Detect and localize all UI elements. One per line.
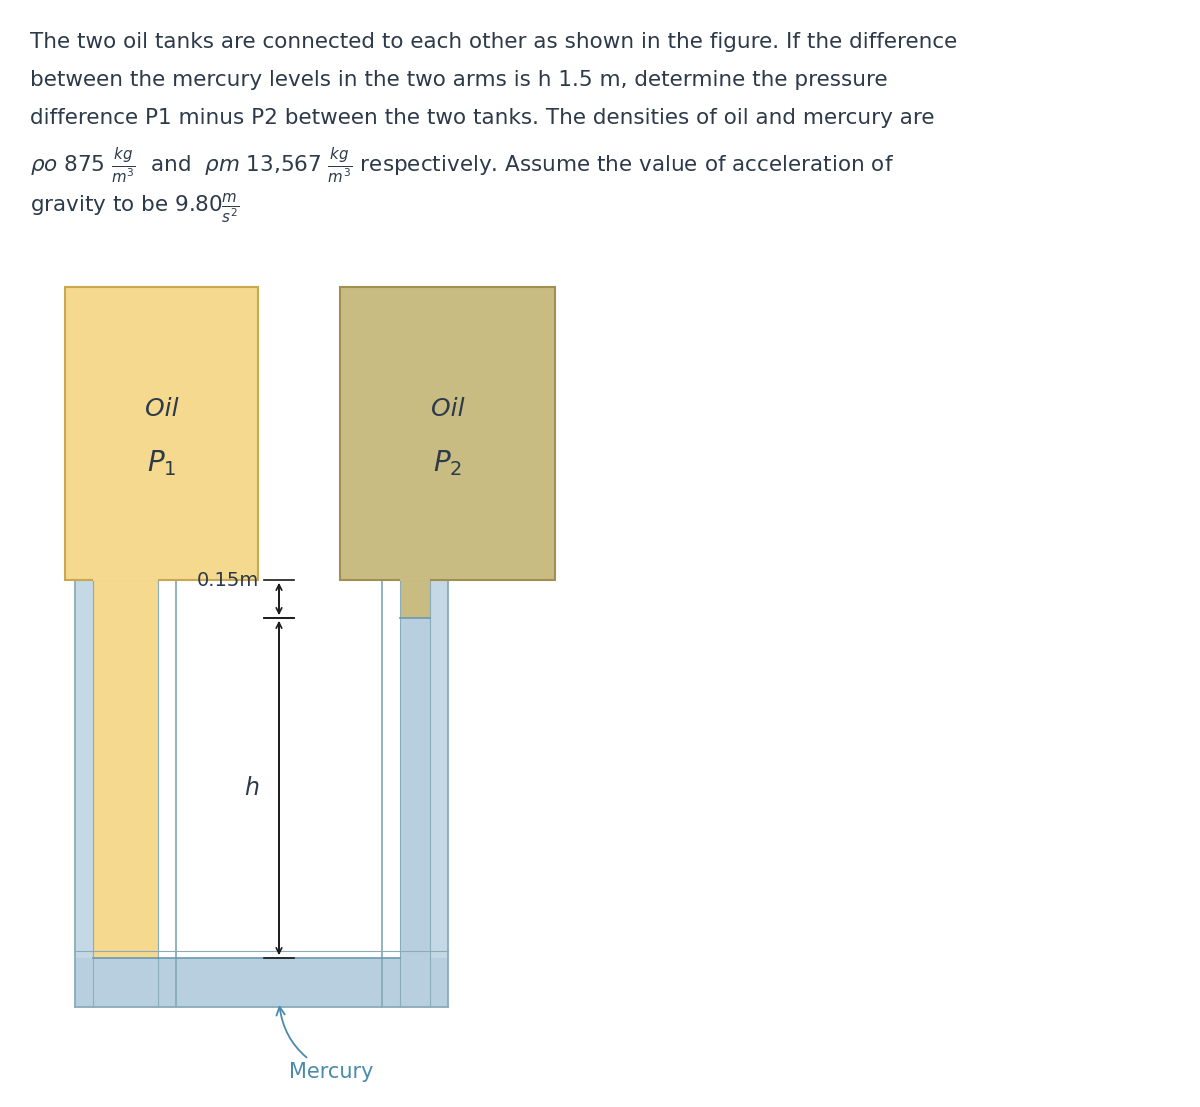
Text: h: h (244, 776, 259, 800)
Bar (430, 580, 448, 1007)
Text: 0.15m: 0.15m (197, 571, 259, 590)
Text: Oil: Oil (431, 396, 464, 421)
Bar (158, 580, 176, 1007)
Bar (158, 580, 400, 958)
Bar (400, 618, 430, 969)
Text: $\rho o$ 875 $\frac{kg}{m^3}$  and  $\rho m$ 13,567 $\frac{kg}{m^3}$ respectivel: $\rho o$ 875 $\frac{kg}{m^3}$ and $\rho … (30, 146, 894, 186)
Bar (382, 580, 400, 1007)
Bar (74, 951, 448, 1007)
Bar (158, 580, 400, 969)
Bar (94, 580, 158, 969)
Bar (94, 964, 430, 989)
Bar (400, 578, 430, 581)
Bar (94, 580, 158, 958)
Text: $P_2$: $P_2$ (433, 448, 462, 478)
Text: gravity to be 9.80$\frac{m}{s^2}$: gravity to be 9.80$\frac{m}{s^2}$ (30, 192, 239, 226)
Bar (158, 964, 400, 989)
Text: Oil: Oil (145, 396, 179, 421)
Bar (94, 958, 430, 971)
Bar (94, 969, 430, 989)
Text: $P_1$: $P_1$ (146, 448, 176, 478)
Text: difference P1 minus P2 between the two tanks. The densities of oil and mercury a: difference P1 minus P2 between the two t… (30, 108, 935, 128)
Bar (400, 580, 430, 618)
Bar (400, 580, 430, 618)
Bar (74, 958, 448, 1007)
Bar (400, 580, 430, 969)
Bar (74, 580, 94, 1007)
Text: The two oil tanks are connected to each other as shown in the figure. If the dif: The two oil tanks are connected to each … (30, 32, 958, 52)
Bar (94, 958, 158, 969)
Bar (94, 578, 158, 581)
Bar (94, 580, 158, 958)
Bar (340, 287, 554, 580)
Text: Mercury: Mercury (276, 1006, 373, 1082)
Text: between the mercury levels in the two arms is h 1.5 m, determine the pressure: between the mercury levels in the two ar… (30, 70, 888, 90)
Bar (65, 287, 258, 580)
